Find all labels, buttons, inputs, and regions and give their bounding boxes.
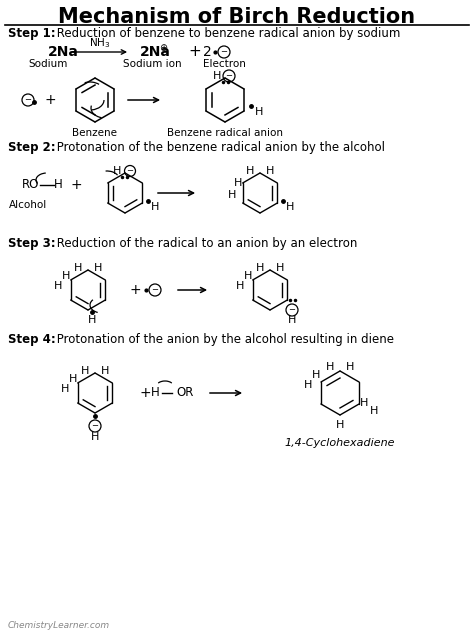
Text: ChemistryLearner.com: ChemistryLearner.com: [8, 622, 110, 631]
Text: Mechanism of Birch Reduction: Mechanism of Birch Reduction: [58, 7, 416, 27]
Text: +: +: [139, 386, 151, 400]
Text: −: −: [91, 422, 99, 431]
Text: H: H: [255, 107, 263, 117]
Text: H: H: [234, 178, 242, 188]
Text: 2Na: 2Na: [48, 45, 79, 59]
Text: −: −: [152, 286, 158, 295]
Text: Reduction of benzene to benzene radical anion by sodium: Reduction of benzene to benzene radical …: [53, 27, 401, 39]
Text: H: H: [304, 380, 312, 390]
Text: Reduction of the radical to an anion by an electron: Reduction of the radical to an anion by …: [53, 236, 357, 250]
Text: H: H: [62, 271, 70, 281]
Text: ⊕: ⊕: [159, 43, 167, 53]
Text: OR: OR: [176, 387, 194, 399]
Text: H: H: [266, 166, 274, 176]
Text: RO: RO: [22, 178, 39, 192]
Text: Sodium ion: Sodium ion: [123, 59, 182, 69]
Text: H: H: [88, 315, 96, 325]
Text: Benzene: Benzene: [73, 128, 118, 138]
Text: +: +: [189, 44, 201, 60]
Text: Protonation of the anion by the alcohol resulting in diene: Protonation of the anion by the alcohol …: [53, 333, 394, 347]
Text: H: H: [286, 202, 294, 212]
Text: Electron: Electron: [202, 59, 246, 69]
Text: Step 2:: Step 2:: [8, 142, 55, 154]
Text: H: H: [228, 190, 236, 200]
Text: H: H: [326, 362, 334, 372]
Text: −: −: [226, 72, 233, 81]
Text: H: H: [113, 166, 121, 176]
Text: +: +: [129, 283, 141, 297]
Text: Alcohol: Alcohol: [9, 200, 47, 210]
Text: Step 4:: Step 4:: [8, 333, 56, 347]
Text: +: +: [70, 178, 82, 192]
Text: −: −: [289, 305, 295, 314]
Text: H: H: [244, 271, 252, 281]
Text: H: H: [336, 420, 344, 430]
Text: H: H: [236, 281, 244, 291]
Text: −: −: [25, 95, 31, 105]
Text: 2Na: 2Na: [140, 45, 171, 59]
Text: +: +: [44, 93, 56, 107]
Text: H: H: [213, 71, 221, 81]
Text: 1,4-Cyclohexadiene: 1,4-Cyclohexadiene: [285, 438, 395, 448]
Text: −: −: [127, 166, 134, 175]
Text: H: H: [91, 432, 99, 442]
Text: Step 3:: Step 3:: [8, 236, 55, 250]
Text: H: H: [276, 263, 284, 273]
Text: Sodium: Sodium: [28, 59, 68, 69]
Text: H: H: [54, 178, 63, 192]
Text: H: H: [346, 362, 354, 372]
Text: H: H: [151, 387, 159, 399]
Text: 2: 2: [202, 45, 211, 59]
Text: H: H: [256, 263, 264, 273]
Text: H: H: [370, 406, 378, 416]
Text: Benzene radical anion: Benzene radical anion: [167, 128, 283, 138]
Text: H: H: [246, 166, 254, 176]
Text: Protonation of the benzene radical anion by the alcohol: Protonation of the benzene radical anion…: [53, 142, 385, 154]
Text: H: H: [94, 263, 102, 273]
Text: NH$_3$: NH$_3$: [89, 36, 110, 50]
Text: H: H: [360, 398, 368, 408]
Text: H: H: [69, 374, 77, 384]
Text: −: −: [220, 48, 228, 57]
Text: H: H: [61, 384, 69, 394]
Text: H: H: [81, 366, 89, 376]
Text: Step 1:: Step 1:: [8, 27, 55, 39]
Text: H: H: [312, 370, 320, 380]
Text: H: H: [288, 315, 296, 325]
Text: H: H: [101, 366, 109, 376]
Text: H: H: [54, 281, 62, 291]
Text: H: H: [151, 202, 159, 212]
Text: H: H: [74, 263, 82, 273]
